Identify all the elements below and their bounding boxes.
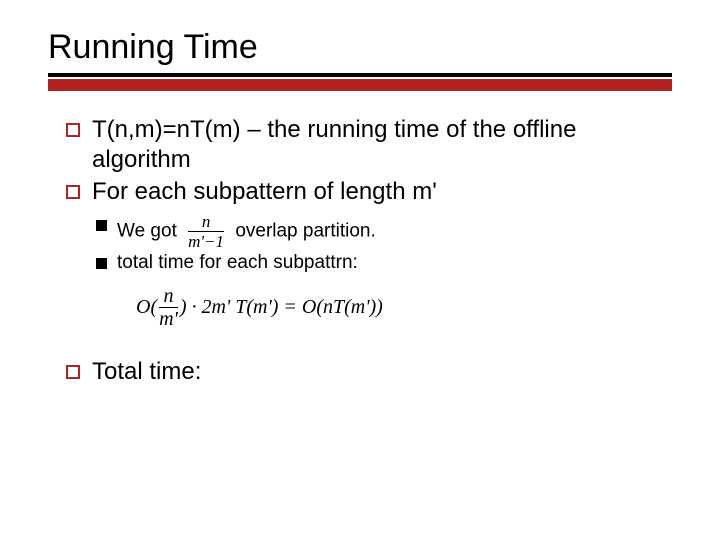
title-rule-black <box>48 73 672 77</box>
bullet-text-1: T(n,m)=nT(m) – the running time of the o… <box>92 115 672 175</box>
title-rule-red <box>48 79 672 91</box>
bullet-item-2: For each subpattern of length m' <box>66 177 672 207</box>
bullet-text-2: For each subpattern of length m' <box>92 177 437 207</box>
slide-content: Running Time T(n,m)=nT(m) – the running … <box>0 0 720 409</box>
bullet-text-3: Total time: <box>92 357 201 387</box>
square-bullet-icon <box>66 185 80 199</box>
main-bullet-list: T(n,m)=nT(m) – the running time of the o… <box>48 115 672 207</box>
formula-rest: ) · 2m' T(m') = O(nT(m')) <box>180 296 383 319</box>
sub1-prefix: We got <box>117 221 177 242</box>
filled-square-icon <box>96 258 107 269</box>
sub-item-1: We got n m'−1 overlap partition. <box>96 213 672 250</box>
main-bullet-list-2: Total time: <box>48 357 672 387</box>
sub-text-1: We got n m'−1 overlap partition. <box>117 213 376 250</box>
filled-square-icon <box>96 220 107 231</box>
bullet-item-1: T(n,m)=nT(m) – the running time of the o… <box>66 115 672 175</box>
bullet-item-3: Total time: <box>66 357 672 387</box>
sub-bullet-list: We got n m'−1 overlap partition. total t… <box>48 213 672 276</box>
sub-text-2: total time for each subpattrn: <box>117 251 358 276</box>
fraction-inline: n m'−1 <box>188 213 224 250</box>
formula-fraction: n m' <box>159 286 178 329</box>
slide-title: Running Time <box>48 28 672 67</box>
frac-den: m'−1 <box>188 231 224 250</box>
block-frac-num: n <box>163 286 173 307</box>
frac-num: n <box>202 213 211 231</box>
formula-open: O( <box>136 296 157 319</box>
block-frac-den: m' <box>159 307 178 329</box>
sub1-suffix: overlap partition. <box>235 221 375 242</box>
sub-item-2: total time for each subpattrn: <box>96 251 672 276</box>
formula-block: O( n m' ) · 2m' T(m') = O(nT(m')) <box>136 286 672 329</box>
square-bullet-icon <box>66 123 80 137</box>
spacer <box>48 329 672 357</box>
square-bullet-icon <box>66 365 80 379</box>
